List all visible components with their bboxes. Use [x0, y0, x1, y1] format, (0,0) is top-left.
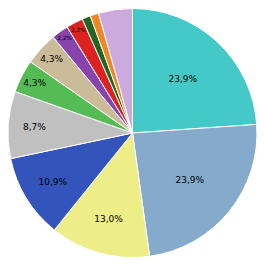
svg-text:23,9%: 23,9% — [168, 74, 197, 84]
svg-text:13,0%: 13,0% — [94, 214, 123, 224]
svg-text:4,3%: 4,3% — [23, 78, 46, 88]
svg-text:4,3%: 4,3% — [40, 54, 63, 64]
svg-text:2,2%: 2,2% — [57, 35, 72, 41]
svg-text:10,9%: 10,9% — [39, 177, 68, 187]
svg-text:23,9%: 23,9% — [175, 175, 204, 185]
svg-text:2,2%: 2,2% — [71, 27, 86, 33]
svg-text:8,7%: 8,7% — [23, 122, 46, 132]
